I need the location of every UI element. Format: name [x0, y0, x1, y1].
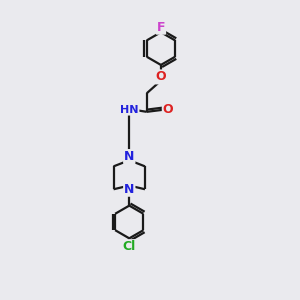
Text: Cl: Cl	[123, 240, 136, 253]
Text: O: O	[156, 70, 166, 83]
Text: O: O	[163, 103, 173, 116]
Text: N: N	[124, 183, 134, 196]
Text: F: F	[157, 21, 165, 34]
Text: HN: HN	[120, 105, 139, 115]
Text: N: N	[124, 150, 134, 163]
